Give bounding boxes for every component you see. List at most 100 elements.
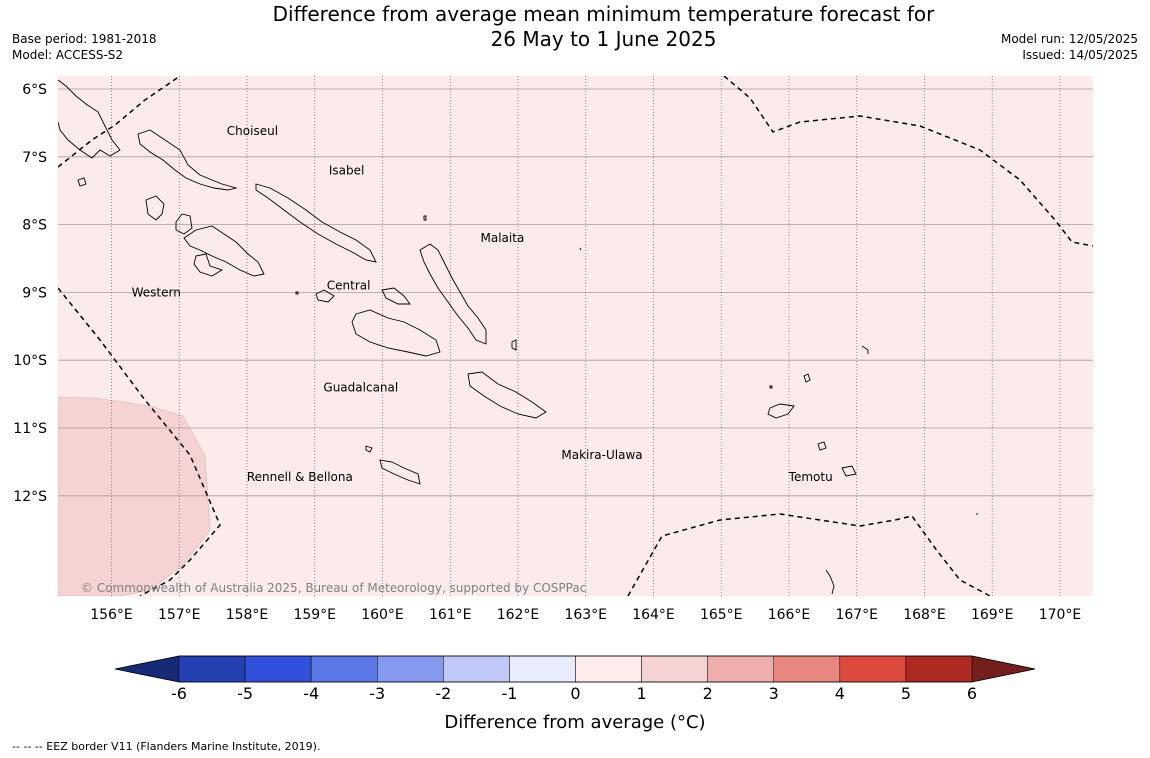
colorbar-segment [575,655,642,683]
lon-tick-label: 163°E [564,607,607,623]
coastline-utupua [817,441,827,451]
colorbar-tick-label: -5 [237,684,253,703]
colorbar-segment [244,655,312,683]
colorbar-tick-label: -4 [303,684,319,703]
gridlines [58,76,1093,596]
lon-tick-label: 160°E [361,607,404,623]
anomaly-field-warm-patch [58,396,211,596]
coastline-russell-islands [315,289,335,303]
lat-tick-label: 7°S [22,150,47,166]
coastline-shortland [77,177,87,187]
colorbar-tick-label: -6 [171,684,187,703]
title-line-1: Difference from average mean minimum tem… [272,2,935,26]
lon-tick-label: 169°E [971,607,1014,623]
coastline-mborokua [295,291,299,295]
colorbar-tick-label: 6 [967,684,977,703]
coastline-small-malaita [511,339,517,351]
lon-tick-label: 161°E [429,607,472,623]
colorbar-segment [641,655,708,683]
colorbar-under-arrow [115,656,179,682]
coastline-nggela [381,287,411,305]
colorbar-tick-label: 5 [901,684,911,703]
colorbar-tick-label: -3 [369,684,385,703]
colorbar-segment [443,655,510,683]
place-label: Rennell & Bellona [247,470,353,484]
coastline-rendova [193,253,224,277]
coastline-bellona [365,445,373,453]
colorbar-segment [377,655,444,683]
meta-right: Model run: 12/05/2025 Issued: 14/05/2025 [1001,31,1138,63]
eez-border-north-east [723,76,1093,247]
eez-footnote: -- -- -- EEZ border V11 (Flanders Marine… [12,740,321,753]
longitude-tick-labels: 156°E 157°E 158°E 159°E 160°E 161°E 162°E 163°E… [90,607,1081,623]
lon-tick-label: 168°E [903,607,946,623]
colorbar-tick-labels: -6 -5 -4 -3 -2 -1 0 1 2 3 4 5 6 [171,684,977,703]
lat-tick-label: 11°S [13,421,47,437]
issued-date: Issued: 14/05/2025 [1022,48,1138,62]
colorbar-tick-label: -1 [501,684,517,703]
lon-tick-label: 156°E [90,607,133,623]
colorbar-segment [509,655,576,683]
coastline-tinakula [861,345,869,354]
model-run: Model run: 12/05/2025 [1000,32,1138,46]
place-label: Choiseul [227,124,278,138]
coastline-new-georgia [183,225,265,277]
place-label: Isabel [329,163,364,177]
place-label: Malaita [481,231,525,245]
colorbar-tick-label: 1 [636,684,646,703]
coastline-sikaiana [423,215,427,221]
place-label: Central [327,279,371,293]
colorbar-segment [178,655,246,683]
colorbar-segment [707,655,775,683]
colorbar-segment [773,655,841,683]
colorbar-over-arrow [972,656,1035,682]
colorbar-segment [310,655,378,683]
place-labels: Choiseul Isabel Malaita Western Central Guada… [132,124,833,484]
lon-tick-label: 165°E [700,607,743,623]
eez-borders [58,76,1093,596]
lon-tick-label: 159°E [293,607,336,623]
eez-border-south-east [627,513,991,596]
colorbar-outline [114,655,1036,683]
lon-tick-label: 166°E [768,607,811,623]
colorbar-segment [905,655,973,683]
place-label: Western [132,285,181,299]
coastline-rennell [379,459,421,485]
map-title: Difference from average mean minimum tem… [0,2,1150,52]
title-line-2: 26 May to 1 June 2025 [490,27,717,51]
coastline-ontong-java [579,247,582,251]
lat-tick-label: 12°S [13,489,47,505]
coastline-isabel [255,183,377,263]
place-label: Makira-Ulawa [561,448,642,462]
lat-tick-label: 9°S [22,285,47,301]
lon-tick-label: 167°E [835,607,878,623]
copyright-notice: © Commonwealth of Australia 2025, Bureau… [81,581,586,595]
colorbar-tick-label: 4 [835,684,845,703]
place-label: Temotu [788,470,833,484]
coastline-anuta [825,569,835,595]
colorbar-segments [178,655,973,683]
lat-tick-label: 6°S [22,82,47,98]
lon-tick-label: 157°E [158,607,201,623]
coastline-reef-islands [769,385,773,389]
coastline-choiseul [137,129,238,191]
lon-tick-label: 162°E [497,607,540,623]
model-name: Model: ACCESS-S2 [12,48,124,62]
coastlines [58,79,978,595]
coastline-guadalcanal [351,309,441,357]
meta-left: Base period: 1981-2018 Model: ACCESS-S2 [12,31,157,63]
coastline-vella-lavella [145,195,165,221]
lon-tick-label: 170°E [1039,607,1082,623]
lat-tick-label: 8°S [22,218,47,234]
anomaly-field-background [58,76,1093,596]
colorbar-tick-label: 0 [570,684,580,703]
coastline-nendo [767,403,795,419]
colorbar-label: Difference from average (°C) [444,712,705,733]
coastline-kolombangara [175,213,193,235]
colorbar-tick-label: -2 [435,684,451,703]
colorbar: -6 -5 -4 -3 -2 -1 0 1 2 3 4 5 6 Difference from aver… [114,655,1036,733]
lon-tick-label: 164°E [632,607,675,623]
coastline-duff-islands [803,373,811,383]
lon-tick-label: 158°E [226,607,269,623]
